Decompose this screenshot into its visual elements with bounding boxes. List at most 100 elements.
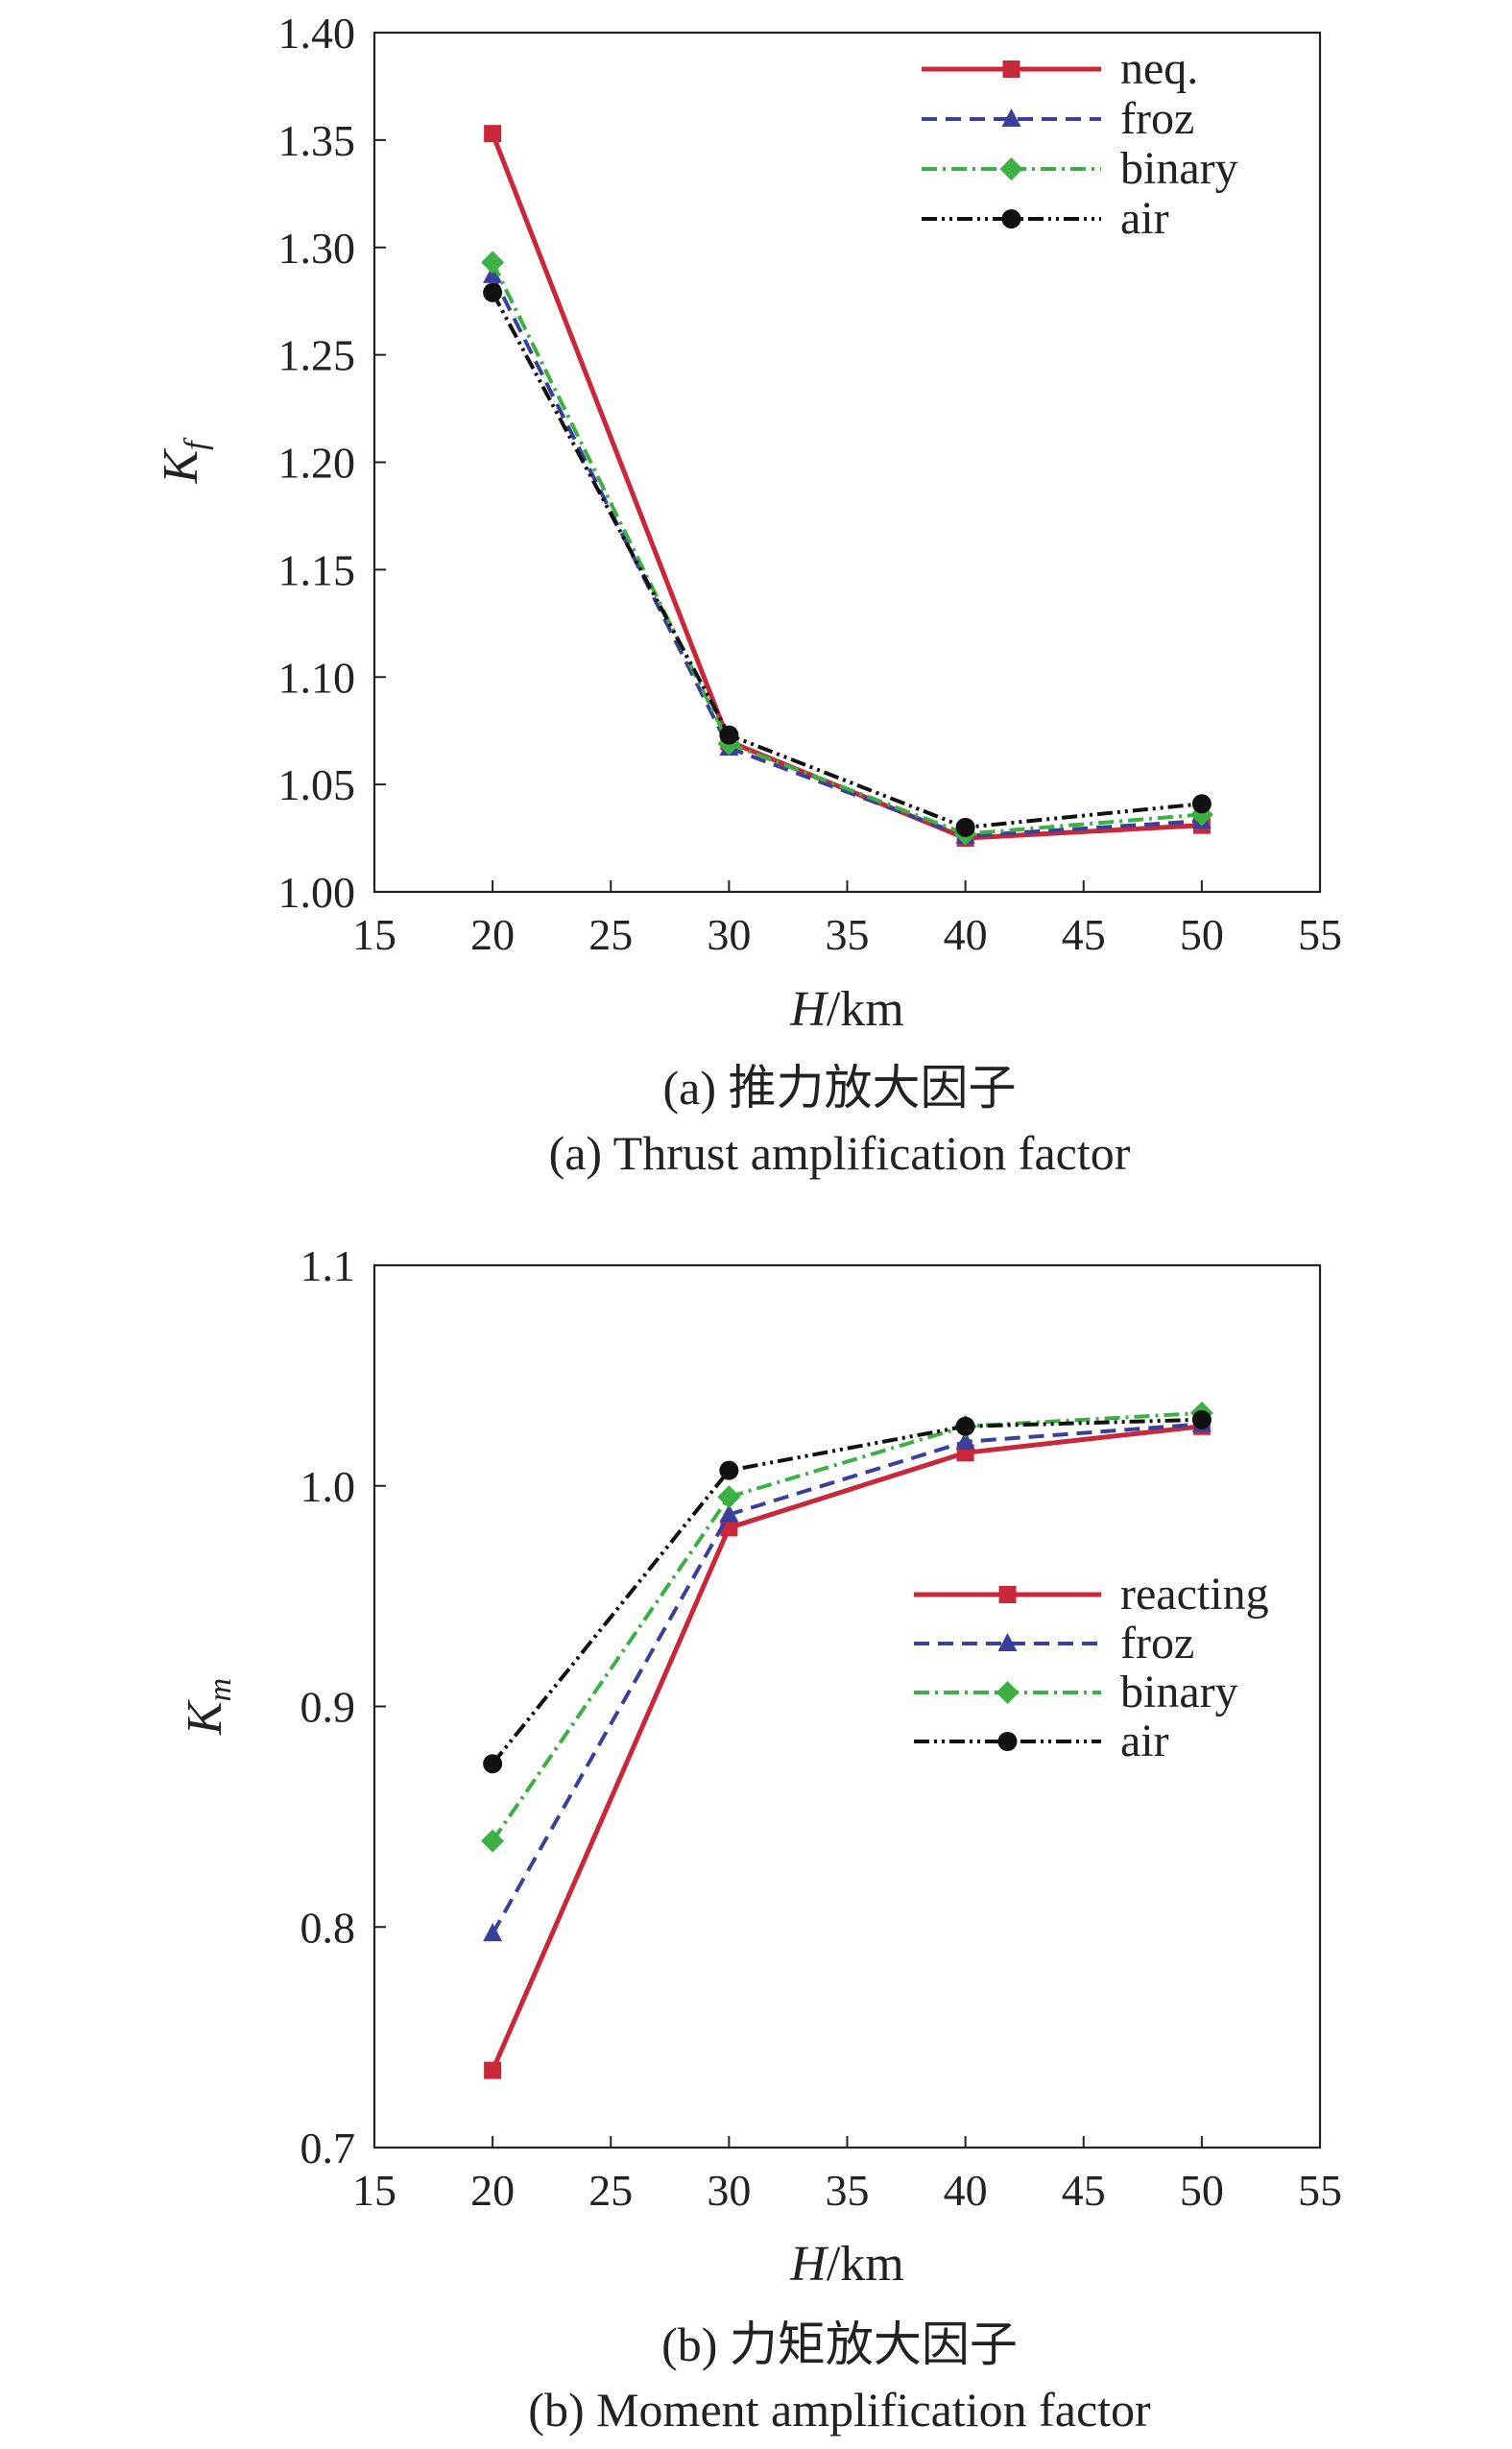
data-point <box>955 817 975 837</box>
data-point <box>483 282 503 302</box>
x-tick-label: 20 <box>470 910 515 959</box>
x-axis-label: H/km <box>789 2237 903 2292</box>
x-tick-label: 20 <box>470 2166 515 2215</box>
series-neq <box>484 125 1211 848</box>
y-tick-label: 0.8 <box>300 1903 356 1952</box>
legend-marker <box>997 1633 1018 1651</box>
series-line <box>491 1422 1203 1935</box>
series-binary <box>481 1401 1213 1853</box>
data-point <box>955 1416 975 1436</box>
series-air <box>483 282 1212 837</box>
data-point <box>483 1754 503 1774</box>
series-line <box>491 291 1203 829</box>
legend-marker <box>999 157 1023 180</box>
x-axis-label: H/km <box>789 982 903 1037</box>
y-tick-label: 1.10 <box>278 653 356 702</box>
y-tick-label: 1.40 <box>278 9 356 58</box>
series-line <box>491 261 1203 836</box>
x-tick-label: 55 <box>1298 910 1342 959</box>
series-froz <box>483 1413 1212 1942</box>
x-tick-label: 40 <box>944 2166 988 2215</box>
data-point <box>955 1430 975 1450</box>
caption-en: (a) Thrust amplification factor <box>549 1126 1131 1180</box>
caption-en: (b) Moment amplification factor <box>528 2383 1151 2437</box>
data-point <box>1191 794 1212 814</box>
caption-cn: (b) 力矩放大因子 <box>661 2317 1018 2371</box>
y-axis-label-subscript: m <box>203 1678 238 1702</box>
x-tick-label: 35 <box>826 2166 870 2215</box>
x-axis-label-symbol: H <box>789 982 828 1037</box>
data-point <box>1191 1409 1212 1429</box>
legend-label: air <box>1120 193 1169 244</box>
series-line <box>491 1417 1202 1765</box>
y-tick-label: 1.25 <box>278 331 356 380</box>
y-tick-label: 1.15 <box>278 545 356 594</box>
series-line <box>491 274 1203 838</box>
legend-label: froz <box>1120 93 1194 144</box>
series-reacting <box>484 1417 1211 2079</box>
x-axis-label-unit: /km <box>827 2237 904 2292</box>
legend-marker <box>1001 108 1021 127</box>
series-binary <box>481 251 1213 846</box>
x-tick-label: 30 <box>707 910 751 959</box>
data-point <box>483 1923 503 1942</box>
legend-label: reacting <box>1120 1569 1269 1620</box>
y-tick-label: 1.30 <box>278 224 356 273</box>
x-tick-label: 15 <box>352 2166 396 2215</box>
x-tick-label: 45 <box>1062 2166 1106 2215</box>
x-axis-label-symbol: H <box>789 2237 828 2292</box>
y-tick-label: 1.0 <box>300 1462 356 1511</box>
y-tick-label: 1.05 <box>278 760 356 809</box>
series-air <box>483 1409 1212 1774</box>
legend-label: froz <box>1120 1618 1194 1669</box>
data-point <box>719 1460 739 1480</box>
legend-marker <box>1002 60 1020 78</box>
x-tick-label: 40 <box>944 910 988 959</box>
y-axis-label: Kf <box>154 437 214 485</box>
y-axis-label-subscript: f <box>179 437 214 450</box>
x-tick-label: 35 <box>826 910 870 959</box>
x-tick-label: 15 <box>352 910 396 959</box>
chart-2: 15 20 25 30 35 40 45 50 55 0.7 0.8 0.9 1.0 1.1 H/km Km r… <box>178 1241 1342 2437</box>
x-tick-label: 55 <box>1298 2166 1342 2215</box>
series-froz <box>483 264 1212 844</box>
data-point <box>481 251 505 275</box>
legend-marker <box>997 1732 1018 1751</box>
y-tick-label: 1.1 <box>300 1241 356 1290</box>
legend-marker <box>996 1681 1020 1704</box>
x-tick-label: 50 <box>1180 2166 1224 2215</box>
legend-label: binary <box>1120 143 1238 194</box>
x-tick-label: 25 <box>588 910 633 959</box>
y-axis-label: Km <box>178 1678 238 1736</box>
series-line <box>490 132 1203 841</box>
legend-marker <box>998 1586 1017 1603</box>
data-point <box>484 125 502 143</box>
y-tick-label: 1.00 <box>278 868 356 917</box>
data-point <box>481 1829 505 1853</box>
y-tick-label: 1.20 <box>278 439 356 488</box>
x-tick-label: 30 <box>707 2166 751 2215</box>
y-tick-label: 1.35 <box>278 116 356 165</box>
y-tick-label: 0.9 <box>300 1683 356 1732</box>
series-line <box>491 1410 1202 1842</box>
caption-cn: (a) 推力放大因子 <box>663 1061 1017 1115</box>
y-tick-label: 0.7 <box>300 2124 356 2173</box>
x-tick-label: 45 <box>1062 910 1106 959</box>
y-axis-label-symbol: K <box>154 448 208 485</box>
legend-label: binary <box>1120 1667 1238 1717</box>
legend-label: neq. <box>1120 43 1198 94</box>
chart-1: 15 20 25 30 35 40 45 50 55 1.00 1.05 1.10 1.15 1.20 1.… <box>154 9 1342 1180</box>
series-line <box>490 1424 1203 2072</box>
data-point <box>484 2061 502 2079</box>
data-point <box>719 1503 739 1523</box>
data-point <box>717 1485 741 1509</box>
x-axis-label-unit: /km <box>827 982 904 1037</box>
x-tick-label: 50 <box>1180 910 1224 959</box>
legend-label: air <box>1120 1716 1169 1766</box>
y-axis-label-symbol: K <box>178 1699 232 1736</box>
legend-marker <box>1001 209 1021 228</box>
x-tick-label: 25 <box>588 2166 633 2215</box>
